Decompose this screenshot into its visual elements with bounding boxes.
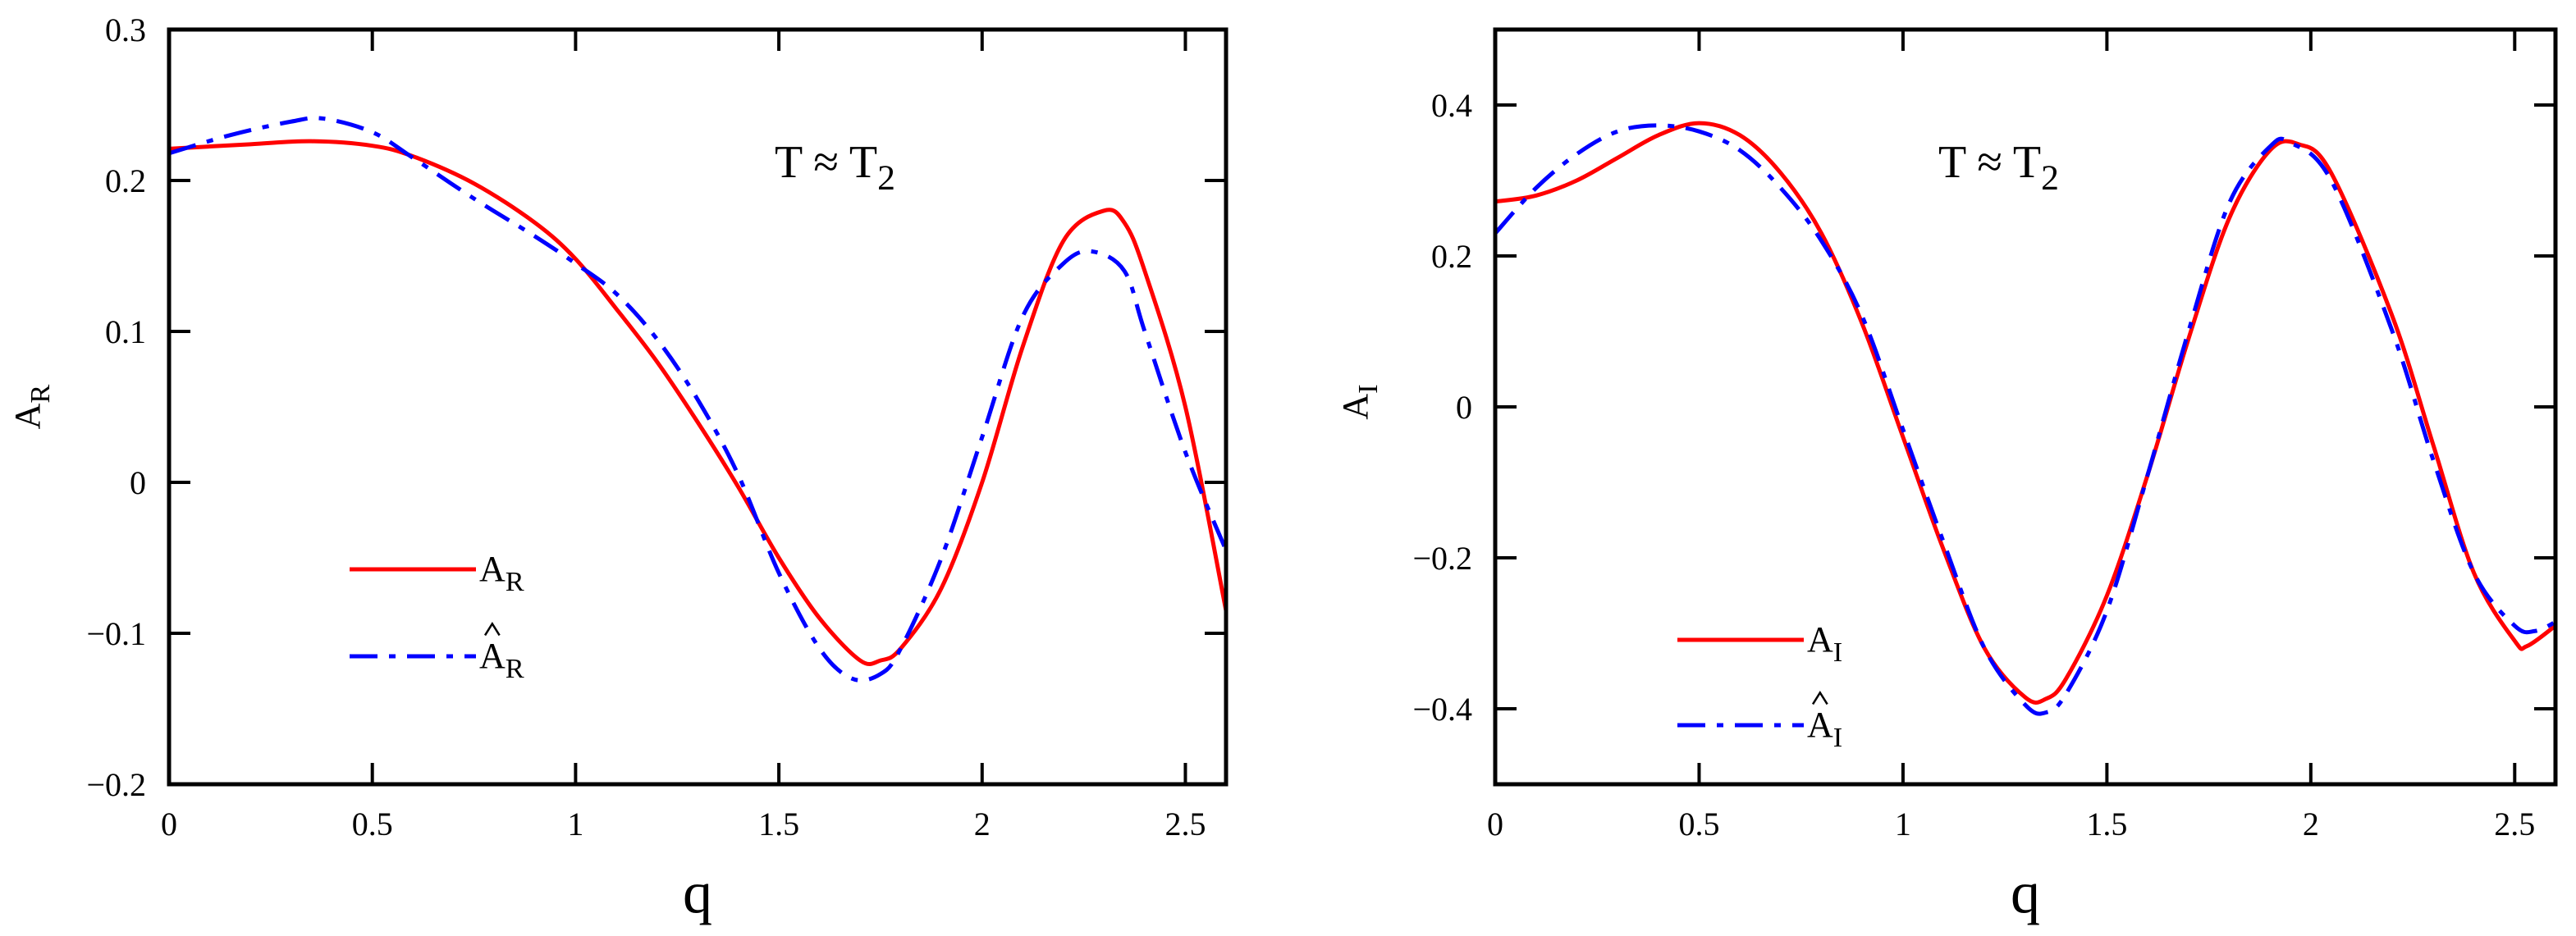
x-tick-label: 2 [974,806,991,842]
series-line-2 [169,116,1226,683]
legend-label-1-sub: R [506,566,524,597]
y-tick-label: −0.2 [1412,540,1472,577]
temperature-annotation-sub: 2 [877,158,895,198]
legend-label-1: AR [479,549,524,597]
x-tick-label: 0 [161,806,177,842]
x-axis-label: q [683,860,712,925]
temperature-annotation-main: T ≈ T [775,137,877,188]
y-tick-label: 0.1 [105,313,146,350]
y-axis-label-sub: I [1352,384,1384,393]
legend-label-2-sub: I [1833,722,1842,753]
series-line-2 [1495,123,2555,716]
legend-label-1-main: A [1807,619,1833,660]
legend-label-2: AR [479,636,524,684]
x-tick-label: 2 [2303,806,2319,842]
y-axis-label-main: A [7,403,48,429]
x-tick-label: 2.5 [2494,806,2535,842]
y-axis-label-group: AR [7,385,56,430]
x-tick-label: 2.5 [1164,806,1206,842]
y-axis-label: AR [7,385,56,430]
temperature-annotation-main: T ≈ T [1938,137,2041,188]
x-tick-label: 0.5 [352,806,393,842]
y-tick-label: −0.1 [86,615,146,652]
y-axis-label-main: A [1335,394,1375,420]
series-line-1 [169,139,1226,667]
y-axis-label-group: AI [1335,384,1384,419]
legend-label-2-hat-icon [483,621,501,637]
y-tick-label: 0.3 [105,11,146,48]
y-axis-label: AI [1335,384,1384,419]
legend-label-1: AI [1807,619,1842,668]
x-tick-label: 1.5 [2086,806,2127,842]
y-tick-label: −0.4 [1412,691,1472,728]
temperature-annotation: T ≈ T2 [1938,137,2059,198]
x-tick-label: 0.5 [1678,806,1719,842]
y-tick-label: 0.4 [1431,87,1472,124]
y-tick-label: 0.2 [1431,238,1472,275]
plot-frame [167,27,1229,787]
legend-label-2-hat-icon [1811,690,1828,705]
x-tick-label: 0 [1487,806,1503,842]
legend-label-2: AI [1807,705,1842,753]
legend-label-1-main: A [479,549,506,589]
series-line-1 [1495,121,2555,705]
x-tick-label: 1 [567,806,583,842]
x-axis-label: q [2011,860,2040,925]
legend-label-2-main: A [479,636,506,676]
y-tick-label: 0 [1456,389,1472,426]
temperature-annotation: T ≈ T2 [775,137,895,198]
legend-label-2-main: A [1807,705,1833,745]
y-tick-label: −0.2 [86,766,146,803]
y-tick-label: 0 [130,464,146,501]
x-tick-label: 1.5 [758,806,799,842]
legend-label-1-sub: I [1833,637,1842,668]
x-tick-label: 1 [1895,806,1911,842]
legend-label-2-sub: R [506,653,524,684]
y-tick-label: 0.2 [105,162,146,199]
temperature-annotation-sub: 2 [2041,158,2059,198]
y-axis-label-sub: R [25,385,56,404]
